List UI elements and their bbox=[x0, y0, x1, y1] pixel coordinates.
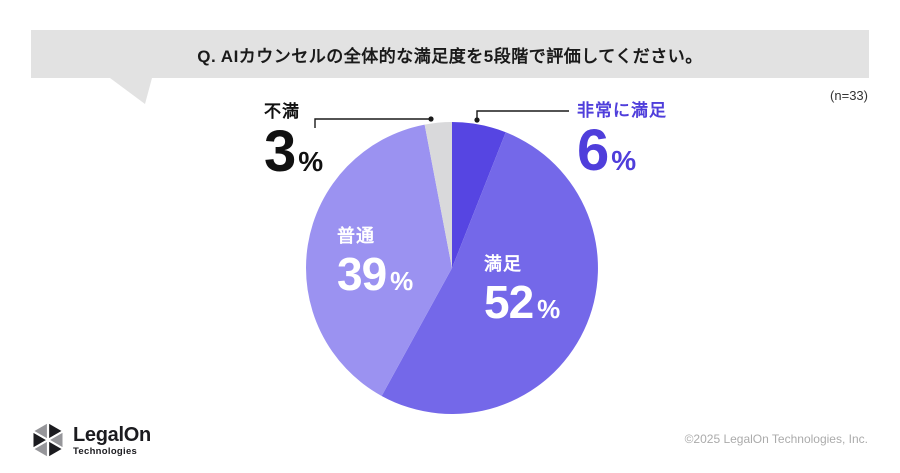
pie-slice-不満 bbox=[424, 122, 452, 268]
speech-bubble-tail-icon bbox=[110, 78, 152, 104]
neutral-percent-sign: % bbox=[390, 266, 414, 296]
callout-dissatisfied-name: 不満 bbox=[264, 102, 300, 121]
legalon-logo-text: LegalOn Technologies bbox=[73, 424, 151, 457]
callout-very-satisfied-name: 非常に満足 bbox=[577, 101, 667, 120]
satisfied-percent-sign: % bbox=[537, 294, 561, 324]
legalon-logo-icon bbox=[31, 420, 65, 460]
question-banner: Q. AIカウンセルの全体的な満足度を5段階で評価してください。 bbox=[31, 30, 869, 78]
label-satisfied-name: 満足 bbox=[484, 254, 522, 274]
leader-line-very-satisfied bbox=[476, 110, 569, 119]
legalon-logo: LegalOn Technologies bbox=[30, 420, 151, 460]
very-satisfied-percent-number: 6 bbox=[577, 118, 609, 183]
very-satisfied-percent-sign: % bbox=[611, 145, 637, 176]
logo-title: LegalOn bbox=[73, 423, 151, 446]
callout-dissatisfied-value: 3% bbox=[264, 123, 323, 181]
label-neutral: 普通 39% bbox=[337, 225, 413, 297]
label-satisfied: 満足 52% bbox=[484, 253, 560, 325]
sample-size: (n=33) bbox=[830, 88, 868, 103]
dissatisfied-percent-sign: % bbox=[298, 146, 324, 177]
label-neutral-name: 普通 bbox=[337, 226, 375, 246]
label-satisfied-value: 52% bbox=[484, 279, 560, 325]
copyright-text: ©2025 LegalOn Technologies, Inc. bbox=[684, 432, 868, 446]
callout-dissatisfied: 不満 3% bbox=[264, 101, 323, 181]
leader-dot-dissatisfied bbox=[428, 116, 434, 122]
callout-very-satisfied-value: 6% bbox=[577, 122, 667, 180]
pie-chart bbox=[306, 122, 598, 414]
pie-slice-非常に満足 bbox=[452, 122, 506, 268]
callout-very-satisfied: 非常に満足 6% bbox=[577, 100, 667, 180]
question-text: Q. AIカウンセルの全体的な満足度を5段階で評価してください。 bbox=[197, 46, 703, 66]
dissatisfied-percent-number: 3 bbox=[264, 119, 296, 184]
satisfied-percent-number: 52 bbox=[484, 276, 534, 328]
pie-slice-普通 bbox=[306, 124, 452, 396]
logo-subtitle: Technologies bbox=[73, 445, 138, 457]
label-neutral-value: 39% bbox=[337, 251, 413, 297]
neutral-percent-number: 39 bbox=[337, 248, 387, 300]
pie-slice-満足 bbox=[381, 132, 598, 414]
